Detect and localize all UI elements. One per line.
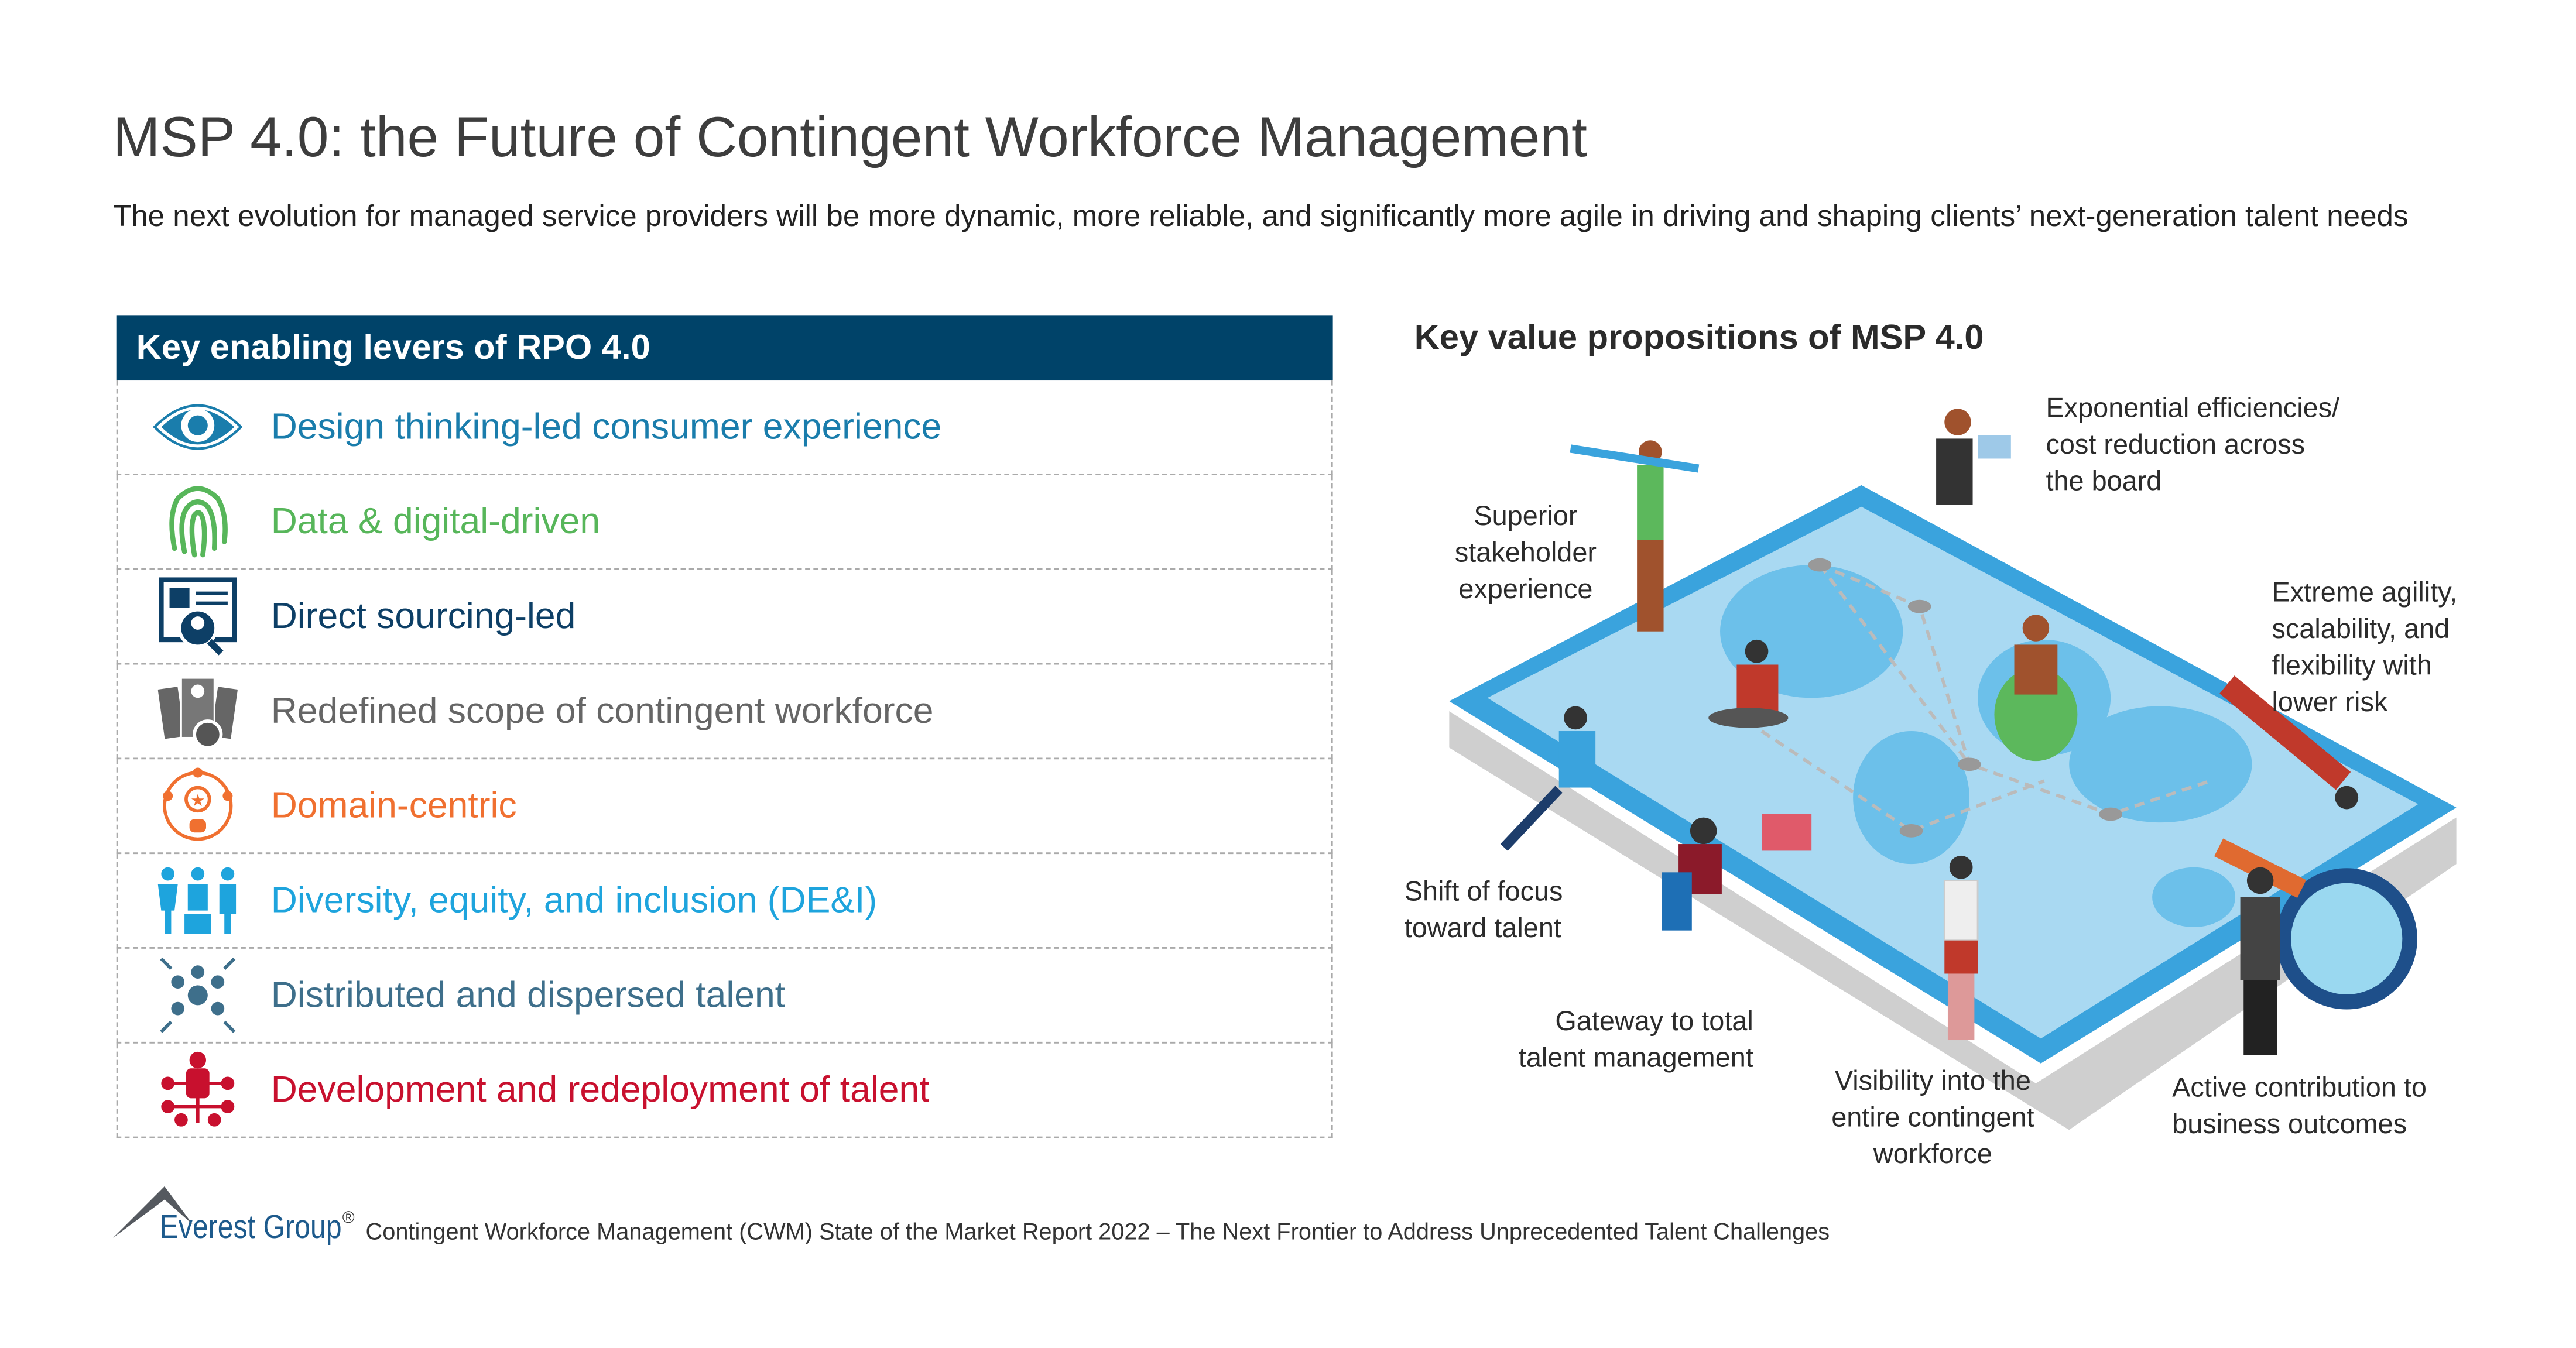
lever-label: Domain-centric — [270, 784, 517, 826]
lever-row: Design thinking-led consumer experience — [116, 380, 1333, 475]
proposition-text: Gateway to total talent management — [1518, 1007, 1753, 1073]
desk-worker — [1662, 814, 1812, 931]
lever-row: Distributed and dispersed talent — [116, 948, 1333, 1044]
proposition-stakeholder: Superior stakeholder experience — [1443, 499, 1609, 608]
page-title: MSP 4.0: the Future of Contingent Workfo… — [113, 106, 1587, 170]
location-dots — [1808, 558, 2123, 838]
proposition-business-outcomes: Active contribution to business outcomes — [2172, 1070, 2427, 1143]
lever-row: ★ Domain-centric — [116, 759, 1333, 855]
levers-heading: Key enabling levers of RPO 4.0 — [116, 315, 1333, 381]
person-laptop-top — [1936, 409, 2011, 505]
proposition-text: Extreme agility, scalability, and flexib… — [2272, 578, 2458, 718]
registered-mark: ® — [342, 1209, 355, 1228]
lever-label: Data & digital-driven — [270, 500, 601, 542]
lever-row: Redefined scope of contingent workforce — [116, 664, 1333, 760]
lever-label: Distributed and dispersed talent — [270, 973, 786, 1016]
people-figures — [1500, 409, 2417, 1055]
source-citation: Contingent Workforce Management (CWM) St… — [365, 1217, 1830, 1245]
lever-row: Development and redeployment of talent — [116, 1043, 1333, 1138]
person-lying — [2219, 675, 2359, 810]
proposition-text: Exponential efficiencies/ cost reduction… — [2046, 393, 2340, 497]
proposition-visibility: Visibility into the entire contingent wo… — [1811, 1064, 2054, 1173]
proposition-text: Shift of focus toward talent — [1404, 877, 1563, 944]
levers-table: Key enabling levers of RPO 4.0 Design th… — [116, 315, 1333, 1138]
target-person-icon: ★ — [148, 767, 248, 842]
lever-label: Design thinking-led consumer experience — [270, 405, 942, 447]
network-people-icon — [148, 957, 248, 1033]
proposition-text: Active contribution to business outcomes — [2172, 1073, 2427, 1140]
proposition-text: Visibility into the entire contingent wo… — [1831, 1066, 2034, 1170]
lever-label: Development and redeployment of talent — [270, 1068, 930, 1110]
lever-label: Direct sourcing-led — [270, 595, 576, 637]
lever-row: Diversity, equity, and inclusion (DE&I) — [116, 854, 1333, 949]
lever-row: Direct sourcing-led — [116, 570, 1333, 665]
everest-group-logo: Everest Group — [159, 1209, 342, 1247]
world-map-illustration — [1449, 409, 2457, 1130]
everest-logo-mountain-icon — [113, 1186, 193, 1238]
person-standing-pencil — [1570, 440, 1700, 632]
proposition-talent-focus: Shift of focus toward talent — [1405, 874, 1563, 947]
people-icon — [148, 864, 248, 937]
map-shadow — [1449, 711, 2457, 1130]
lever-label: Diversity, equity, and inclusion (DE&I) — [270, 879, 878, 921]
profile-search-icon — [148, 577, 248, 656]
person-beanbag — [1994, 615, 2078, 762]
eye-icon — [148, 390, 248, 464]
person-network-icon — [148, 1051, 248, 1127]
proposition-gateway: Gateway to total talent management — [1488, 1004, 1753, 1077]
page-subtitle: The next evolution for managed service p… — [113, 199, 2409, 233]
proposition-efficiencies: Exponential efficiencies/ cost reduction… — [2046, 390, 2339, 500]
lever-label: Redefined scope of contingent workforce — [270, 690, 934, 732]
fingerprint-icon — [148, 485, 248, 558]
svg-text:★: ★ — [190, 791, 205, 810]
person-tablet — [1943, 855, 1979, 1041]
person-sitting-map — [1708, 639, 1789, 728]
lever-row: Data & digital-driven — [116, 475, 1333, 570]
documents-icon — [148, 675, 248, 750]
proposition-agility: Extreme agility, scalability, and flexib… — [2272, 575, 2458, 721]
person-laptop-left — [1500, 706, 1596, 851]
magnifier-person — [2214, 838, 2417, 1055]
propositions-heading: Key value propositions of MSP 4.0 — [1414, 319, 1984, 358]
proposition-text: Superior stakeholder experience — [1454, 502, 1597, 605]
